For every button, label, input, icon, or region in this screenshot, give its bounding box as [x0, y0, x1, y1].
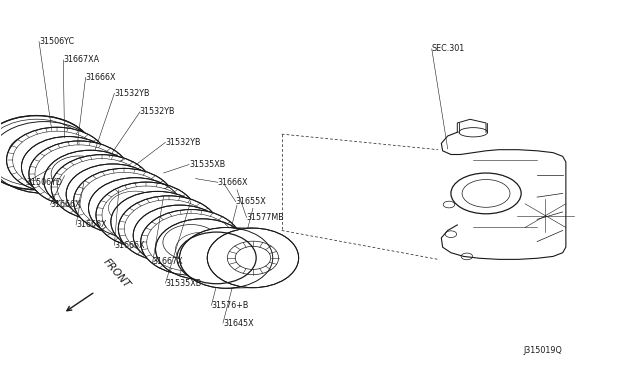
Text: 31532YB: 31532YB	[115, 89, 150, 98]
Text: 31535XB: 31535XB	[189, 160, 225, 169]
Ellipse shape	[0, 116, 93, 190]
Ellipse shape	[118, 196, 219, 262]
Text: 31666X: 31666X	[218, 178, 248, 187]
Ellipse shape	[22, 137, 115, 197]
Text: 31576+B: 31576+B	[211, 301, 249, 310]
Text: 31532YB: 31532YB	[140, 108, 175, 116]
Ellipse shape	[88, 178, 182, 238]
Text: 31667XA: 31667XA	[63, 55, 99, 64]
Ellipse shape	[141, 209, 241, 275]
Text: 31666X: 31666X	[51, 200, 81, 209]
Text: 31577MB: 31577MB	[246, 213, 284, 222]
Text: 31506YD: 31506YD	[26, 178, 62, 187]
Text: 31535XB: 31535XB	[166, 279, 202, 288]
Ellipse shape	[133, 205, 227, 266]
Ellipse shape	[96, 182, 196, 248]
Ellipse shape	[0, 122, 99, 193]
Text: 31506YC: 31506YC	[39, 37, 74, 46]
Text: 31645X: 31645X	[223, 319, 253, 328]
Ellipse shape	[156, 219, 249, 280]
Text: 31666X: 31666X	[76, 221, 106, 230]
Text: 31666X: 31666X	[86, 73, 116, 82]
Text: SEC.301: SEC.301	[432, 44, 465, 53]
Text: J315019Q: J315019Q	[523, 346, 562, 355]
Text: 31532YB: 31532YB	[166, 138, 201, 147]
Text: FRONT: FRONT	[102, 257, 132, 291]
Text: 31655X: 31655X	[236, 197, 266, 206]
Ellipse shape	[29, 141, 129, 206]
Ellipse shape	[44, 150, 137, 211]
Ellipse shape	[51, 155, 152, 220]
Ellipse shape	[74, 169, 174, 234]
Ellipse shape	[111, 191, 204, 252]
Ellipse shape	[179, 228, 273, 288]
Ellipse shape	[207, 228, 299, 288]
Ellipse shape	[66, 164, 159, 225]
Ellipse shape	[6, 127, 108, 193]
Text: 31666X: 31666X	[115, 241, 145, 250]
Text: 31667X: 31667X	[153, 257, 183, 266]
